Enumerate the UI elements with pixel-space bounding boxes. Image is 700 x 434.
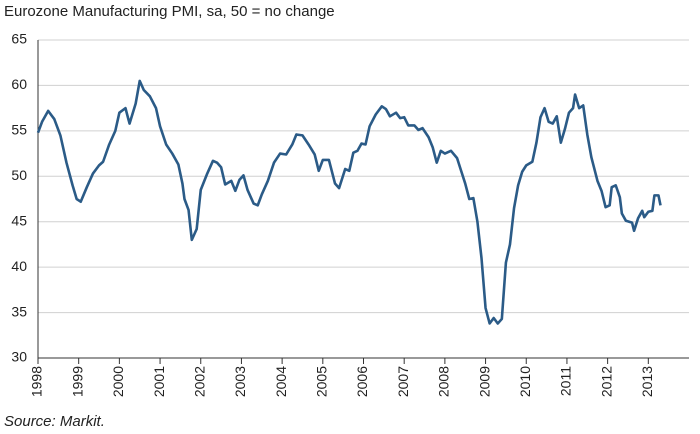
source: Source: Markit. [4,413,105,430]
x-tick-label: 2003 [232,366,248,397]
x-tick-label: 2011 [558,366,574,396]
x-tick-label: 1998 [29,366,45,397]
x-tick-label: 2004 [273,366,289,397]
y-tick-label: 65 [11,31,27,47]
y-tick-label: 55 [11,122,27,138]
x-tick-label: 1999 [69,366,85,397]
chart-title: Eurozone Manufacturing PMI, sa, 50 = no … [4,3,335,20]
pmi-line [36,79,662,325]
x-tick-label: 2012 [598,366,614,397]
x-tick-label: 2007 [395,366,411,397]
y-tick-label: 35 [11,303,27,319]
x-tick-label: 2005 [314,366,330,397]
y-tick-label: 40 [11,258,27,274]
x-tick-label: 2002 [191,366,207,397]
y-tick-label: 45 [11,212,27,228]
x-tick-label: 2013 [639,366,655,397]
x-tick-label: 2009 [476,366,492,397]
y-tick-label: 30 [11,349,27,365]
y-tick-label: 50 [11,167,27,183]
x-tick-label: 2006 [354,366,370,397]
x-tick-label: 2001 [151,366,167,397]
x-tick-label: 2010 [517,366,533,397]
y-tick-label: 60 [11,76,27,92]
x-tick-label: 2008 [436,366,452,397]
x-tick-label: 2000 [110,366,126,397]
